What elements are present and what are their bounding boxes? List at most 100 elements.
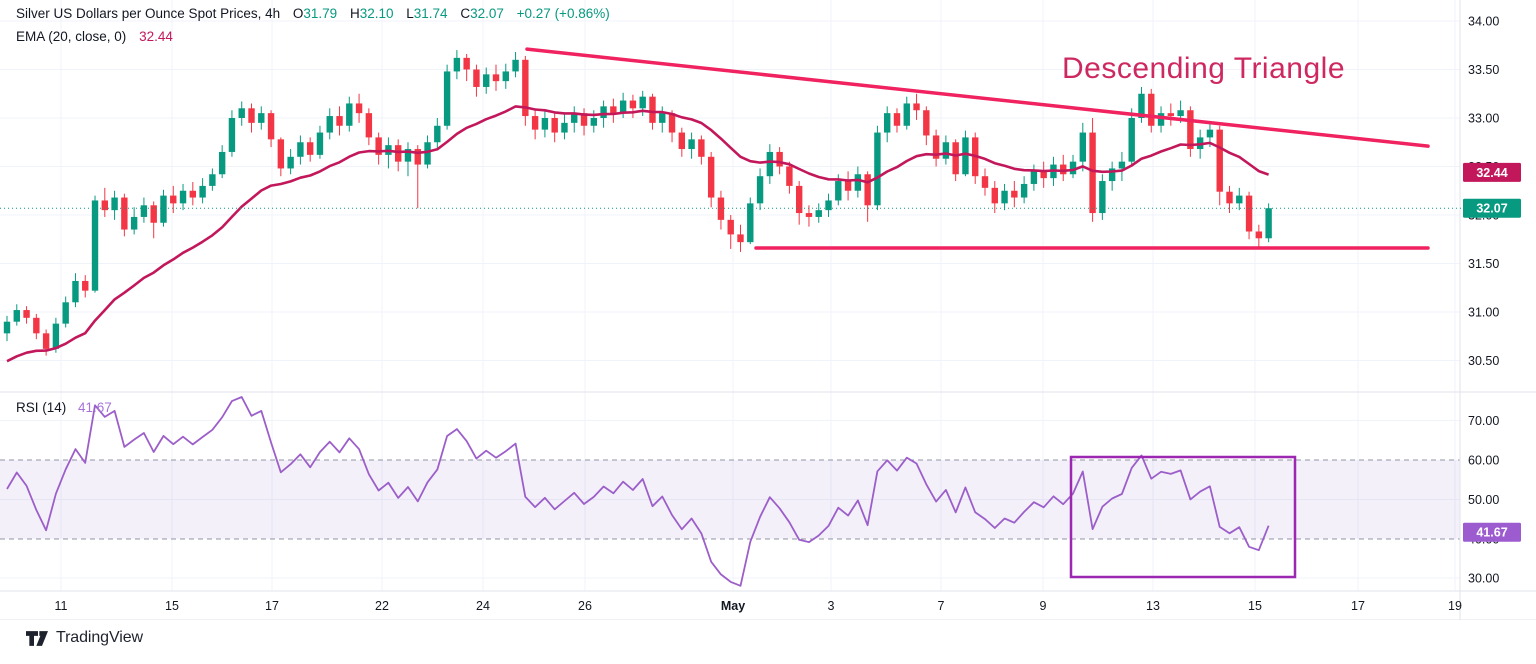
candle [140, 205, 148, 217]
candle [874, 132, 881, 206]
candle [923, 110, 930, 136]
time-axis-label: 24 [476, 599, 490, 613]
candle [522, 59, 529, 117]
candle [610, 106, 617, 114]
candle [316, 132, 324, 155]
candle [1148, 93, 1155, 126]
candle [170, 195, 177, 204]
chart-canvas[interactable]: 34.0033.5033.0032.5032.0031.5031.0030.50… [0, 0, 1536, 621]
price-axis-label: 33.50 [1468, 63, 1499, 77]
candle [1060, 164, 1067, 175]
candle [991, 187, 998, 204]
time-axis-label: 7 [938, 599, 945, 613]
candle [698, 139, 705, 157]
candle [365, 113, 373, 138]
candle [747, 203, 754, 243]
candle [346, 103, 353, 126]
candle [580, 113, 588, 126]
candle [130, 216, 138, 230]
candle [649, 96, 656, 123]
candle [414, 149, 421, 165]
tradingview-attribution[interactable]: TradingView [26, 629, 143, 647]
candle [825, 200, 832, 211]
price-axis-label: 30.50 [1468, 354, 1499, 368]
ohlc-high: H32.10 [349, 6, 394, 21]
candle [179, 190, 187, 204]
candle [531, 116, 539, 130]
rsi-band [0, 460, 1460, 539]
time-axis-label: May [721, 599, 745, 613]
candle [561, 122, 568, 133]
candle [209, 174, 216, 186]
candle [795, 185, 803, 214]
ema-legend[interactable]: EMA (20, close, 0) 32.44 [16, 29, 173, 44]
candle [1138, 93, 1145, 118]
candle [1108, 168, 1116, 182]
candle [756, 176, 764, 204]
candle [629, 100, 637, 109]
candle [218, 151, 226, 175]
candle [336, 116, 343, 126]
axis-badge-label: 41.67 [1476, 526, 1507, 540]
candle [844, 181, 852, 191]
time-axis-label: 17 [1351, 599, 1365, 613]
rsi-legend-label: RSI (14) [16, 400, 67, 415]
symbol-header: Silver US Dollars per Ounce Spot Prices,… [16, 6, 610, 21]
descending-resistance-line [525, 47, 1430, 148]
candle [199, 185, 206, 198]
rsi-legend[interactable]: RSI (14) 41.67 [16, 400, 112, 415]
candle [463, 57, 470, 70]
candle [835, 181, 842, 201]
rsi-line [6, 396, 1270, 587]
candle [1030, 171, 1038, 184]
candle [297, 142, 304, 157]
price-axis-label: 31.50 [1468, 257, 1499, 271]
candle [766, 151, 774, 177]
candle [91, 200, 99, 291]
candle [1265, 208, 1272, 239]
candle [13, 310, 20, 322]
tradingview-logo-icon [26, 630, 48, 646]
candle [404, 149, 412, 162]
time-axis-label: 15 [1248, 599, 1262, 613]
time-axis-label: 15 [165, 599, 179, 613]
time-axis-label: 13 [1146, 599, 1160, 613]
axis-badge [1463, 162, 1521, 182]
candle [1089, 132, 1096, 214]
rsi-axis-label: 60.00 [1468, 454, 1499, 468]
candle [815, 210, 822, 217]
candle [1118, 161, 1126, 169]
candle [932, 135, 940, 159]
rsi-highlight-box [1069, 455, 1297, 579]
candle [306, 142, 314, 155]
price-axis-label: 33.00 [1468, 112, 1499, 126]
time-axis-label: 26 [578, 599, 592, 613]
candle [267, 113, 275, 140]
candle [1236, 195, 1243, 204]
ohlc-open: O31.79 [292, 6, 338, 21]
candle [52, 323, 60, 349]
candle [1226, 191, 1233, 204]
candle [1187, 110, 1194, 150]
time-axis-label: 9 [1040, 599, 1047, 613]
symbol-title: Silver US Dollars per Ounce Spot Prices,… [16, 6, 281, 21]
candle [1216, 129, 1223, 192]
candle [502, 71, 509, 82]
time-axis-label: 22 [375, 599, 389, 613]
candle [1040, 171, 1047, 179]
candle [619, 100, 627, 114]
candle [639, 96, 646, 109]
candle [72, 280, 79, 303]
candle [737, 234, 744, 243]
candle [678, 132, 686, 150]
change-value: +0.27 (+0.86%) [516, 6, 610, 21]
candle [551, 118, 558, 133]
candle [1167, 113, 1175, 117]
candle [33, 317, 40, 334]
ohlc-low: L31.74 [406, 6, 448, 21]
candle [228, 118, 236, 152]
candle [355, 103, 363, 114]
candle [952, 142, 959, 175]
candle [62, 302, 69, 324]
candle [150, 205, 157, 223]
